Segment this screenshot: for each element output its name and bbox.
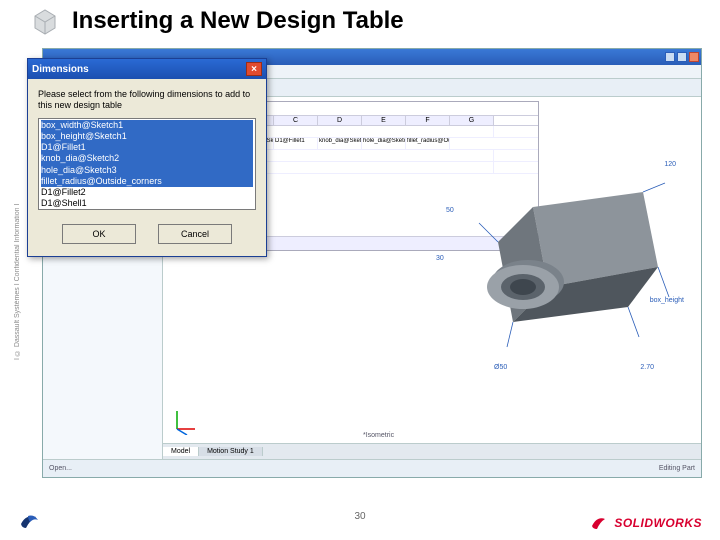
minimize-icon[interactable]: [665, 52, 675, 62]
cell[interactable]: D1@Fillet1: [274, 138, 318, 149]
col-header[interactable]: C: [274, 116, 318, 125]
triad-icon: [171, 405, 201, 435]
dim-label: box_height: [649, 297, 685, 304]
dialog-titlebar[interactable]: Dimensions ×: [28, 59, 266, 79]
ds-logo-icon: [18, 510, 40, 532]
close-icon[interactable]: ×: [246, 62, 262, 76]
col-header[interactable]: D: [318, 116, 362, 125]
view-label: *Isometric: [363, 432, 394, 439]
cell[interactable]: hole_dia@Sketch3: [362, 138, 406, 149]
dim-label: 50: [445, 207, 455, 214]
cancel-button[interactable]: Cancel: [158, 224, 232, 244]
app-statusbar: Open... Editing Part: [43, 459, 701, 477]
app-close-icon[interactable]: [689, 52, 699, 62]
copyright-text: I © Dassault Systèmes I Confidential Inf…: [14, 100, 26, 360]
viewport-tabs: Model Motion Study 1: [163, 443, 701, 459]
cell[interactable]: knob_dia@Sketch2: [318, 138, 362, 149]
list-item[interactable]: fillet_radius@Outside_corners: [41, 176, 253, 187]
status-right: Editing Part: [659, 465, 695, 472]
ok-button[interactable]: OK: [62, 224, 136, 244]
slide-cube-icon: [30, 6, 60, 36]
dialog-prompt: Please select from the following dimensi…: [38, 89, 256, 112]
list-item[interactable]: hole_dia@Sketch3: [41, 165, 253, 176]
dim-label: 30: [435, 255, 445, 262]
page-number: 30: [354, 511, 365, 522]
viewport-tab-model[interactable]: Model: [163, 447, 199, 456]
solidworks-logo: SOLIDWORKS: [590, 514, 702, 532]
col-header[interactable]: G: [450, 116, 494, 125]
logo-text: SOLIDWORKS: [614, 516, 702, 530]
list-item[interactable]: D1@Fillet2: [41, 187, 253, 198]
slide-title: Inserting a New Design Table: [72, 7, 404, 35]
col-header[interactable]: F: [406, 116, 450, 125]
list-item[interactable]: D1@Shell1: [41, 198, 253, 209]
dim-label: 2.70: [639, 364, 655, 371]
dimensions-dialog: Dimensions × Please select from the foll…: [27, 58, 267, 257]
list-item[interactable]: D1@Fillet1: [41, 142, 253, 153]
maximize-icon[interactable]: [677, 52, 687, 62]
dim-label: Ø50: [493, 364, 508, 371]
list-item[interactable]: knob_dia@Sketch2: [41, 153, 253, 164]
list-item[interactable]: box_height@Sketch1: [41, 131, 253, 142]
list-item[interactable]: box_width@Sketch1: [41, 120, 253, 131]
col-header[interactable]: E: [362, 116, 406, 125]
sw-mark-icon: [590, 514, 608, 532]
dialog-title-text: Dimensions: [32, 64, 89, 75]
status-left: Open...: [49, 465, 72, 472]
dimensions-listbox[interactable]: box_width@Sketch1 box_height@Sketch1 D1@…: [38, 118, 256, 210]
cell[interactable]: fillet_radius@Outside_corners: [406, 138, 450, 149]
part-model[interactable]: 120 box_height 50 Ø50 2.70 30: [453, 147, 673, 367]
viewport-tab-motion[interactable]: Motion Study 1: [199, 447, 263, 456]
dim-label: 120: [663, 161, 677, 168]
